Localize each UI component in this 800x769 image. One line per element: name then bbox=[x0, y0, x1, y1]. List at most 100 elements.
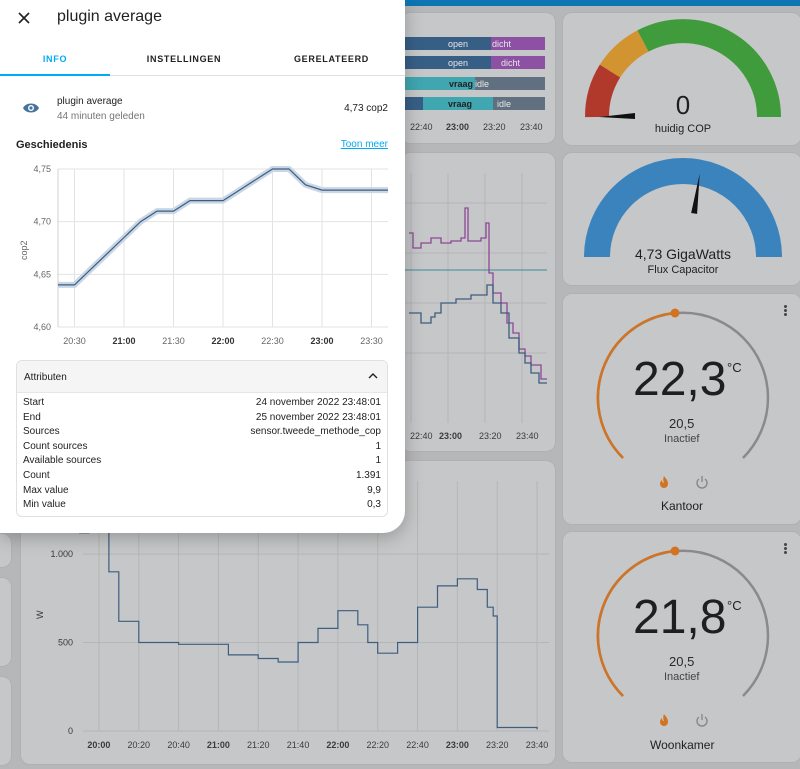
flame-icon[interactable] bbox=[657, 475, 671, 489]
current-temperature: 21,8 bbox=[633, 591, 727, 644]
attribute-value: 24 november 2022 23:48:01 bbox=[255, 397, 381, 408]
gauge-label: huidig COP bbox=[655, 123, 711, 135]
x-tick: 23:40 bbox=[520, 122, 543, 132]
chevron-up-icon[interactable] bbox=[368, 372, 378, 380]
attribute-key: Start bbox=[23, 397, 45, 408]
state-label: idle bbox=[475, 79, 489, 89]
cop-gauge-card[interactable]: 0 huidig COP bbox=[562, 12, 800, 146]
x-tick: 23:00 bbox=[446, 122, 469, 132]
entity-last-changed: 44 minuten geleden bbox=[57, 111, 145, 122]
gauge-segment-orange bbox=[599, 30, 649, 78]
x-tick-label: 21:20 bbox=[247, 740, 270, 750]
target-temperature: 20,5 bbox=[669, 654, 695, 669]
state-bar-dicht-2 bbox=[491, 56, 545, 69]
x-tick-label: 23:40 bbox=[526, 740, 549, 750]
x-tick-label: 20:30 bbox=[63, 336, 86, 346]
thermostat-dial[interactable] bbox=[563, 532, 800, 764]
temperature-unit: °C bbox=[727, 598, 742, 613]
state-history-card[interactable]: open dicht open dicht vraag idle vraag i… bbox=[400, 12, 556, 144]
x-tick-label: 21:00 bbox=[112, 336, 135, 346]
x-tick: 22:40 bbox=[410, 431, 433, 441]
history-series-line bbox=[58, 168, 388, 286]
thermostat-dial[interactable] bbox=[563, 294, 800, 526]
attributes-header[interactable]: Attributen bbox=[17, 361, 387, 393]
left-edge-card[interactable] bbox=[0, 533, 12, 568]
flux-gauge-card[interactable]: 4,73 GigaWatts Flux Capacitor bbox=[562, 152, 800, 286]
state-history-chart: open dicht open dicht vraag idle vraag i… bbox=[405, 37, 545, 132]
entity-state: 4,73 cop2 bbox=[344, 103, 388, 114]
y-tick-label: 1.000 bbox=[50, 549, 73, 559]
tab-info[interactable]: INFO bbox=[0, 44, 110, 76]
close-icon[interactable] bbox=[14, 8, 34, 28]
y-tick-label: 4,65 bbox=[33, 269, 51, 279]
dialog-header: plugin average bbox=[0, 0, 405, 36]
left-edge-card[interactable] bbox=[0, 676, 12, 766]
dial-heat-arc bbox=[596, 311, 676, 459]
x-tick-label: 22:00 bbox=[211, 336, 234, 346]
flame-icon[interactable] bbox=[657, 713, 671, 727]
x-tick: 23:40 bbox=[516, 431, 539, 441]
x-tick-label: 21:40 bbox=[287, 740, 310, 750]
attribute-value: 25 november 2022 23:48:01 bbox=[255, 411, 381, 423]
state-bar-teal-2 bbox=[405, 97, 423, 110]
gauge-value: 0 bbox=[676, 90, 690, 120]
x-tick-label: 20:00 bbox=[87, 740, 110, 750]
state-label: dicht bbox=[501, 58, 521, 68]
attribute-key: Sources bbox=[23, 426, 60, 438]
power-icon[interactable] bbox=[695, 475, 709, 489]
state-bar-vraag-2 bbox=[423, 97, 493, 110]
more-info-dialog: plugin average INFO INSTELLINGEN GERELAT… bbox=[0, 0, 405, 533]
series-blue-line bbox=[409, 284, 547, 384]
y-tick-label: 4,60 bbox=[33, 322, 51, 332]
attribute-row: End 25 november 2022 23:48:01 bbox=[23, 412, 381, 426]
x-tick-label: 23:00 bbox=[310, 336, 333, 346]
x-tick: 23:00 bbox=[439, 431, 462, 441]
x-tick-label: 20:40 bbox=[167, 740, 190, 750]
more-options-icon[interactable] bbox=[784, 542, 788, 556]
attributes-title: Attributen bbox=[24, 372, 67, 383]
more-options-icon[interactable] bbox=[784, 304, 788, 318]
eye-icon bbox=[23, 103, 39, 113]
thermostat-card-woonkamer[interactable]: 21,8 °C 20,5 Inactief Woonkamer bbox=[562, 531, 800, 763]
cop-gauge: 0 huidig COP bbox=[584, 19, 781, 135]
attribute-value: 9,9 bbox=[367, 484, 381, 496]
x-tick-label: 21:00 bbox=[207, 740, 230, 750]
y-axis-label: cop2 bbox=[19, 240, 29, 260]
x-tick-label: 20:20 bbox=[127, 740, 150, 750]
x-tick-label: 22:40 bbox=[406, 740, 429, 750]
x-tick-label: 22:30 bbox=[261, 336, 284, 346]
power-icon[interactable] bbox=[695, 713, 709, 727]
y-tick-label: 0 bbox=[68, 726, 73, 736]
state-label: vraag bbox=[448, 99, 472, 109]
gauge-label: Flux Capacitor bbox=[648, 264, 719, 276]
tab-instellingen[interactable]: INSTELLINGEN bbox=[146, 54, 222, 64]
temperature-history-card[interactable]: 22:40 23:00 23:20 23:40 bbox=[400, 152, 556, 452]
dialog-title: plugin average bbox=[57, 8, 162, 25]
gauge-arc bbox=[584, 158, 782, 258]
thermostat-name: Woonkamer bbox=[650, 738, 715, 752]
dial-handle bbox=[670, 546, 680, 556]
entity-row[interactable]: plugin average 44 minuten geleden 4,73 c… bbox=[0, 92, 405, 128]
gauge-segment-green bbox=[637, 19, 781, 118]
attribute-row: Count sources 1 bbox=[23, 441, 381, 455]
attribute-key: Count sources bbox=[23, 440, 88, 452]
thermostat-card-kantoor[interactable]: 22,3 °C 20,5 Inactief Kantoor bbox=[562, 293, 800, 525]
left-edge-card[interactable] bbox=[0, 577, 12, 667]
attribute-value: sensor.tweede_methode_cop bbox=[250, 426, 381, 438]
temperature-unit: °C bbox=[727, 360, 742, 375]
show-more-link[interactable]: Toon meer bbox=[340, 139, 388, 150]
x-tick-label: 23:30 bbox=[360, 336, 383, 346]
attribute-row: Min value 0,3 bbox=[23, 499, 381, 513]
gauge-needle bbox=[691, 173, 700, 214]
attribute-value: 1 bbox=[375, 440, 381, 452]
x-tick-label: 23:20 bbox=[486, 740, 509, 750]
flux-gauge: 4,73 GigaWatts Flux Capacitor bbox=[584, 158, 782, 276]
y-tick-label: 500 bbox=[58, 638, 73, 648]
attribute-key: Count bbox=[23, 470, 50, 481]
hvac-state: Inactief bbox=[664, 433, 700, 445]
attribute-row: Count 1.391 bbox=[23, 470, 381, 484]
attribute-key: Available sources bbox=[23, 455, 102, 467]
history-chart[interactable]: cop2 4,75 4,70 4,65 4,60 20:30 21:00 21:30 22:… bbox=[0, 150, 405, 350]
x-tick-label: 22:00 bbox=[326, 740, 349, 750]
tab-gerelateerd[interactable]: GERELATEERD bbox=[293, 54, 370, 64]
